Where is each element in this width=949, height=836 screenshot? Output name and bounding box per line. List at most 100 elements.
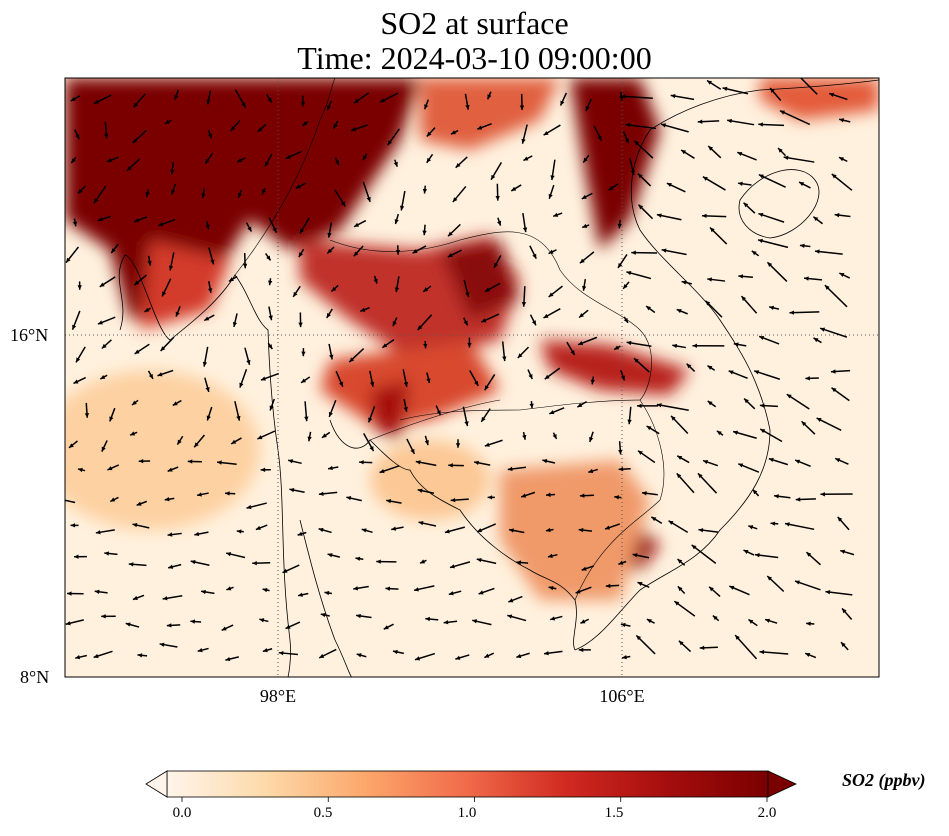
wind-arrow-head [570,350,575,356]
wind-arrow-head [464,421,469,427]
wind-arrow-head [236,529,242,534]
wind-arrow-head [824,285,830,290]
wind-arrow-head [656,403,662,408]
wind-arrow-head [511,186,517,191]
wind-arrow-head [455,443,461,448]
wind-arrow-head [174,94,179,100]
wind-arrow-head [825,590,831,595]
wind-arrow-head [625,122,631,128]
wind-arrow-head [447,253,453,258]
wind-arrow-head [133,102,139,108]
wind-arrow-head [194,531,200,537]
wind-arrow-head [779,110,785,115]
wind-arrow-head [691,544,697,550]
wind-arrow-head [484,385,489,391]
wind-arrow-head [368,417,373,423]
wind-arrow-head [387,140,393,146]
wind-arrow-head [487,495,493,500]
wind-arrow-shaft [727,119,755,126]
wind-arrow-head [507,614,513,619]
wind-arrow-head [267,97,272,103]
wind-arrow-head [805,652,811,657]
wind-arrow-head [329,354,334,360]
wind-arrow-head [697,119,703,124]
so2-plume-laos-core [440,240,520,320]
wind-arrow-head [206,99,211,105]
wind-arrow-head [637,450,643,456]
wind-arrow-head [145,192,150,197]
wind-arrow-head [136,501,142,506]
wind-arrow-head [147,260,152,266]
wind-arrow-head [801,421,807,427]
wind-arrow-head [418,521,424,526]
wind-arrow-head [236,415,241,421]
wind-arrow-head [549,410,555,415]
wind-arrow-head [166,623,172,628]
wind-arrow-head [326,312,331,318]
wind-arrow-head [481,318,487,323]
wind-arrow-head [394,219,399,225]
wind-arrow-head [795,459,801,464]
wind-arrow-head [716,430,722,436]
wind-arrow-head [661,248,667,253]
wind-arrow-head [758,174,764,179]
wind-arrow-head [789,310,795,315]
wind-arrow-head [204,316,210,321]
wind-arrow-head [590,379,595,385]
wind-arrow-head [677,455,683,460]
wind-arrow-head [393,161,398,167]
so2-plume-thailand [320,340,500,430]
wind-arrow-head [666,183,672,188]
wind-arrow-head [575,589,581,594]
wind-arrow-head [516,653,522,659]
wind-arrow-head [101,343,107,349]
wind-arrow-head [376,559,381,564]
wind-arrow-head [450,130,456,135]
wind-arrow-head [627,419,632,425]
wind-arrow-head [623,283,628,289]
wind-arrow-head [221,626,227,631]
colorbar-tick-label-1: 0.5 [313,805,333,821]
wind-arrow-head [230,126,236,131]
wind-arrow-head [765,618,771,623]
wind-arrow-head [579,258,585,264]
wind-arrow-head [837,516,843,522]
map-title: SO2 at surface [380,5,569,41]
wind-arrow-head [71,158,76,164]
wind-arrow-shaft [758,174,786,188]
wind-arrow-head [386,499,392,504]
wind-arrow-head [548,249,554,254]
wind-arrow-head [474,460,479,466]
wind-arrow-head [232,322,238,327]
map-frame [64,77,880,678]
wind-arrow-head [805,376,810,381]
colorbar [166,770,769,798]
wind-arrow-head [814,249,820,254]
wind-arrow-head [583,157,588,163]
wind-arrow-head [164,119,170,124]
wind-arrow-head [728,370,734,375]
wind-arrow-head [97,217,103,222]
wind-arrow-head [671,415,676,421]
wind-arrow-head [681,149,687,155]
wind-arrow-head [246,504,252,510]
wind-arrow-head [168,564,174,569]
wind-arrow-head [335,160,340,166]
wind-arrow-head [676,473,682,479]
wind-arrow-head [770,88,775,93]
wind-arrow-head [328,465,333,471]
wind-arrow-shaft [660,123,689,133]
wind-arrow-head [516,560,522,565]
wind-arrow-head [778,148,783,153]
wind-arrow-head [137,653,143,658]
wind-arrow-head [331,286,337,292]
wind-arrow-head [702,176,708,181]
wind-arrow-head [201,193,206,199]
wind-arrow-head [265,161,270,167]
wind-arrow-head [522,434,527,440]
lon-label-98e: 98°E [259,686,297,706]
wind-arrow-head [794,71,799,76]
wind-arrow-head [703,460,709,465]
wind-arrow-head [171,189,176,195]
wind-arrow-head [472,619,478,624]
